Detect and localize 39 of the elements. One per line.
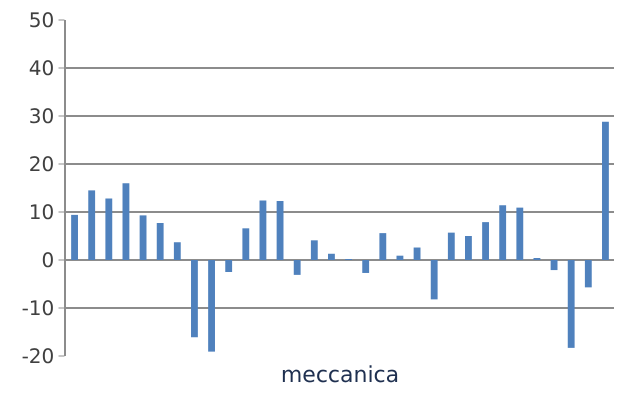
y-tick-label: -10: [22, 296, 54, 320]
y-tick-label: 0: [42, 248, 54, 272]
bar: [191, 260, 198, 338]
bar: [499, 205, 506, 260]
bar: [122, 183, 130, 260]
y-tick-label: 50: [28, 8, 54, 32]
bar: [602, 122, 609, 260]
y-tick-label: 10: [28, 200, 54, 224]
y-tick-label: 30: [28, 104, 54, 128]
y-tick-label: -20: [22, 344, 54, 368]
bar: [225, 260, 232, 272]
bar: [414, 248, 420, 260]
bar: [174, 242, 181, 260]
bar: [276, 200, 284, 260]
bar: [362, 260, 370, 273]
bar: [140, 215, 146, 260]
y-tick-label: 40: [28, 56, 54, 80]
bar: [260, 200, 266, 260]
y-tick-label: 20: [28, 152, 54, 176]
bar: [328, 254, 335, 260]
bar: [482, 222, 489, 260]
bar: [294, 260, 301, 275]
x-axis-title: meccanica: [280, 362, 400, 388]
bar: [156, 223, 164, 260]
bar: [448, 232, 455, 260]
bar: [208, 260, 215, 352]
bar: [550, 260, 558, 270]
bar: [310, 240, 318, 260]
bar: [71, 214, 78, 260]
bar: [568, 260, 575, 348]
bar: [396, 256, 404, 260]
bar: [379, 233, 386, 260]
bar: [88, 190, 96, 260]
bar: [242, 228, 250, 260]
bar: [465, 236, 472, 260]
bar: [584, 260, 592, 288]
bar: [516, 208, 524, 260]
bar: [430, 260, 438, 300]
bar: [105, 198, 112, 260]
